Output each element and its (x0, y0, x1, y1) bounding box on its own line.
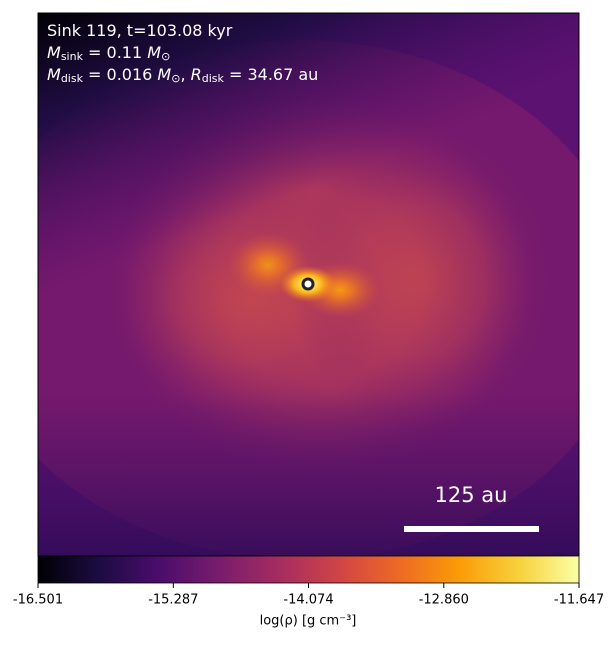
annotation-part: ⊙ (171, 72, 180, 85)
scale-bar (404, 526, 539, 532)
colorbar-tick-label: -11.647 (554, 593, 604, 608)
colorbar (37, 555, 580, 584)
annotation-part: disk (202, 72, 225, 85)
annotation-part: sink (61, 50, 84, 63)
annotation-line: Sink 119, t=103.08 kyr (47, 21, 233, 40)
colorbar-tick-label: -14.074 (283, 593, 333, 608)
annotation-part: M (47, 65, 61, 84)
annotation-part: R (191, 65, 202, 84)
annotation-part: M (157, 65, 171, 84)
annotation-line: Msink = 0.11 M⊙ (47, 43, 170, 64)
annotation-part: M (47, 43, 61, 62)
density-map (38, 13, 579, 556)
annotation-part: = 34.67 au (224, 65, 318, 84)
sink-marker (301, 277, 315, 291)
colorbar-label: log(ρ) [g cm⁻³] (260, 614, 357, 629)
colorbar-tick-label: -15.287 (148, 593, 198, 608)
annotation-part: , (180, 65, 190, 84)
annotation-line: Mdisk = 0.016 M⊙, Rdisk = 34.67 au (47, 65, 318, 86)
colorbar-tick-label: -12.860 (419, 593, 469, 608)
annotation-part: = 0.016 (83, 65, 157, 84)
annotation-part: Sink 119, t=103.08 kyr (47, 21, 233, 40)
scale-bar-label: 125 au (435, 483, 508, 507)
annotation-part: ⊙ (161, 50, 170, 63)
annotation-part: M (147, 43, 161, 62)
annotation-part: disk (61, 72, 84, 85)
colorbar-tick-label: -16.501 (13, 593, 63, 608)
annotation-part: = 0.11 (83, 43, 147, 62)
